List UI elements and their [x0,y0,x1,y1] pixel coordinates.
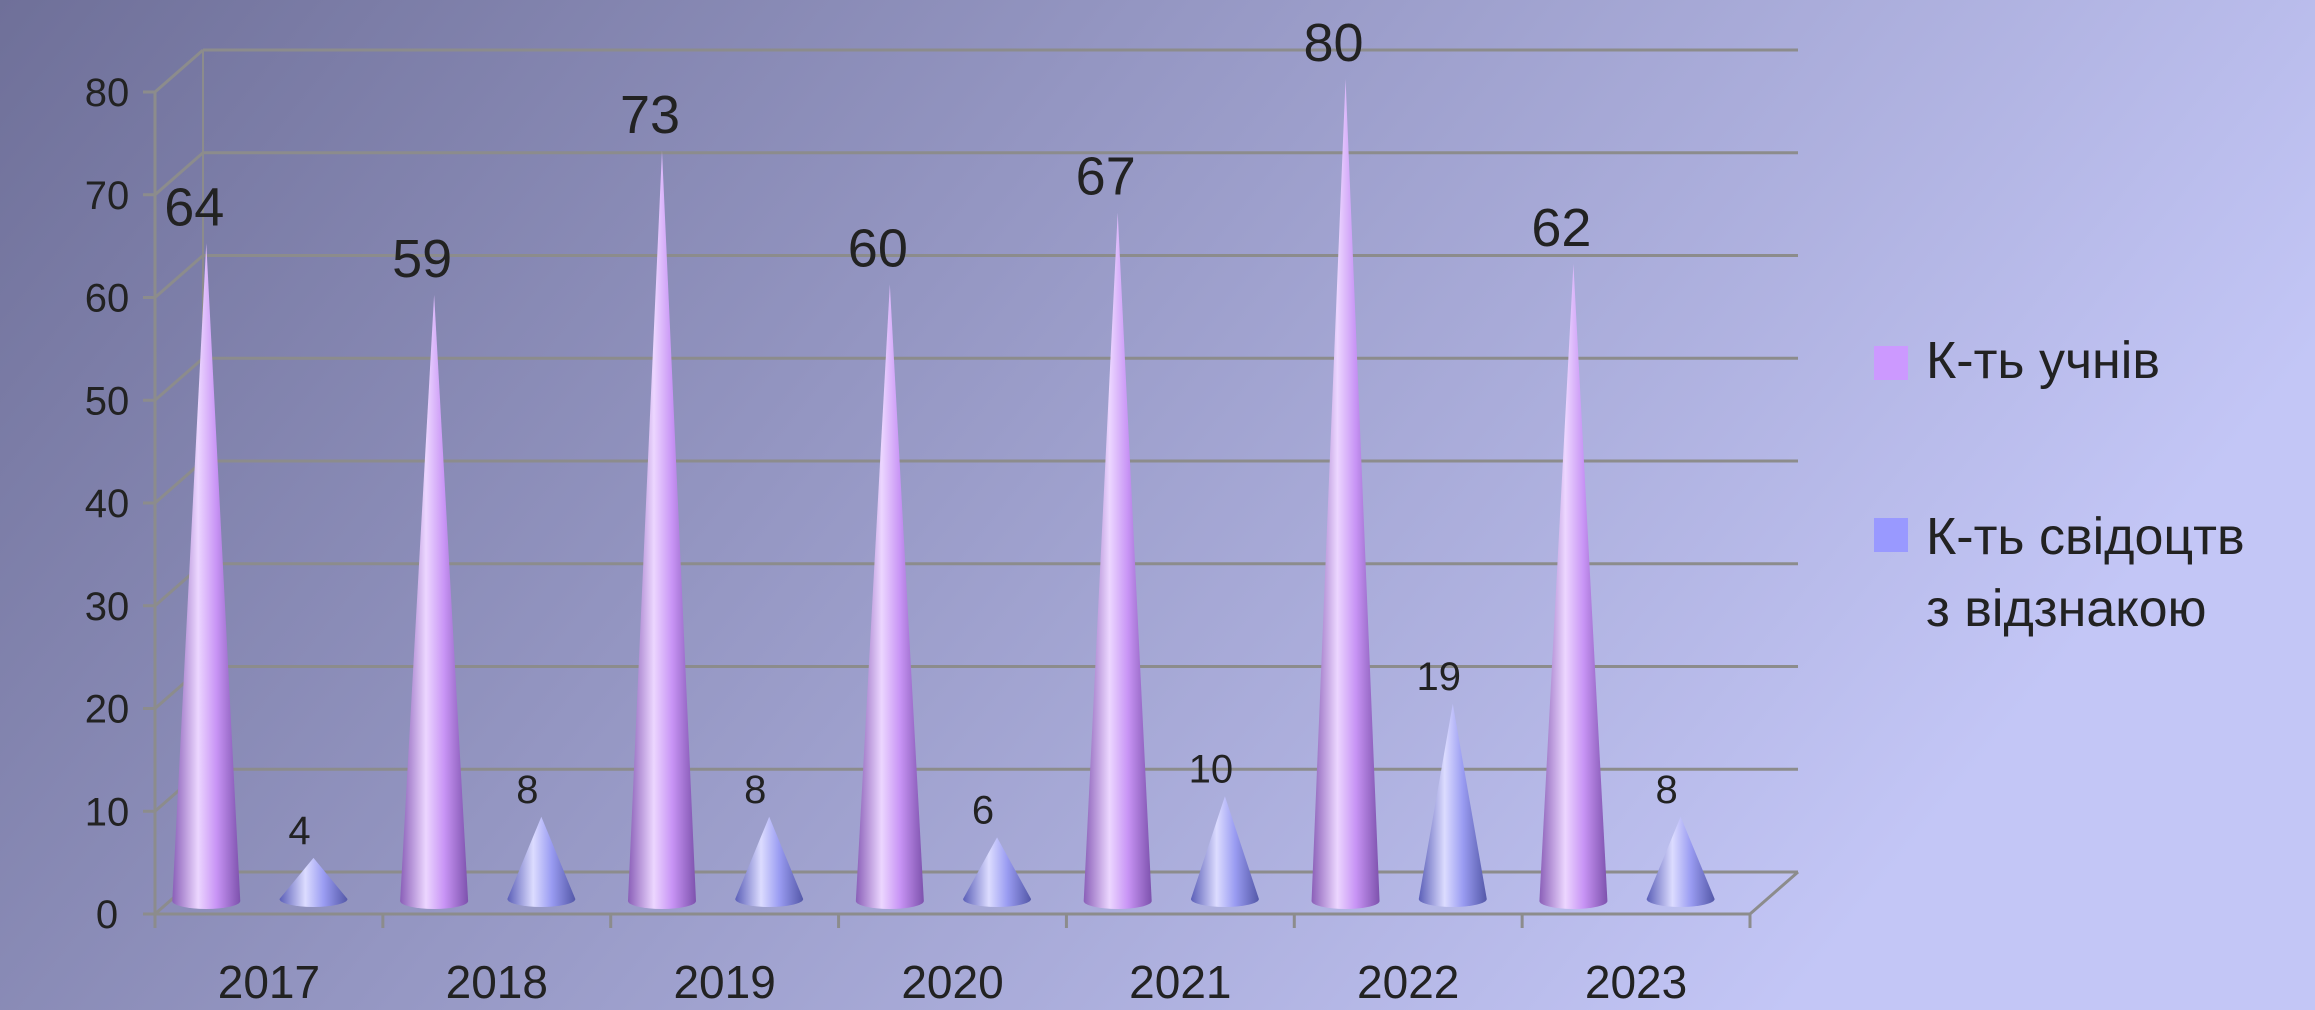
x-tick-label: 2021 [1129,956,1231,1008]
y-tick-label: 60 [85,277,130,321]
legend-label-students: К-ть учнів [1926,332,2160,390]
data-label: 19 [1417,655,1462,699]
legend-label-certificates-line-2: з відзнакою [1926,580,2207,638]
gridline-side-50 [154,357,204,402]
x-tick-label: 2019 [673,956,775,1008]
cone-body [1311,79,1380,909]
cone-body [855,284,924,909]
cone-students [1083,212,1152,909]
gridline-side-70 [154,151,204,196]
data-label: 64 [164,177,224,237]
legend-label-certificates: К-ть свідоцтв з відзнакою [1926,508,2259,638]
data-label: 10 [1189,747,1234,791]
y-tick-label: 50 [85,379,130,423]
cone-certificates [1646,816,1715,907]
cone-body [172,243,241,909]
legend: К-ть учнів К-ть свідоцтв з відзнакою [1874,332,2259,638]
floor-right-edge [1749,870,1799,916]
data-label: 80 [1304,13,1364,73]
data-label: 4 [288,809,310,853]
cone-certificates [279,857,348,907]
data-label: 60 [848,219,908,279]
x-tick-label: 2017 [218,956,320,1008]
cone-body [735,816,804,907]
y-tick-label: 30 [85,585,130,629]
data-label: 8 [1656,768,1678,812]
data-label: 6 [972,788,994,832]
cone-body [507,816,576,907]
data-label: 62 [1531,198,1591,258]
x-tick-label: 2023 [1585,956,1687,1008]
cone-students [855,284,924,909]
cone-certificates [507,816,576,907]
cone-students [172,243,241,909]
cone-body [400,294,469,909]
legend-swatch-students [1874,346,1908,380]
cone-students [627,150,696,910]
gridline-side-80 [154,48,204,94]
data-label: 59 [392,229,452,289]
y-tick-label: 40 [85,482,130,526]
y-tick-label: 0 [96,893,118,937]
cone-body [1190,796,1259,907]
data-label: 73 [620,85,680,145]
x-tick-label: 2018 [446,956,548,1008]
cone-students [1539,263,1608,909]
cone-certificates [1418,703,1487,907]
cone-body [279,857,348,907]
plot-area: 0 10 20 30 40 50 60 70 80 2017 64 4 2018 59 8 2019 73 8 20… [85,13,1799,1008]
cone-students [400,294,469,909]
data-label: 8 [744,768,766,812]
y-tick-label: 80 [85,71,130,115]
cone-certificates [735,816,804,907]
x-tick-label: 2022 [1357,956,1459,1008]
cone-body [963,837,1032,907]
cone-body [1083,212,1152,909]
x-tick-label: 2020 [901,956,1003,1008]
y-tick-label: 70 [85,174,130,218]
y-tick-label: 20 [85,688,130,732]
cone-students [1311,79,1380,909]
cone-body [1418,703,1487,907]
gridline-side-60 [154,254,204,299]
cone-body [1646,816,1715,907]
data-label: 8 [516,768,538,812]
cone-body [1539,263,1608,909]
cone-body [627,150,696,910]
legend-label-certificates-line-1: К-ть свідоцтв [1926,508,2245,566]
cone-certificates [1190,796,1259,907]
legend-swatch-certificates [1874,518,1908,552]
y-tick-label: 10 [85,790,130,834]
cone-certificates [963,837,1032,907]
data-label: 67 [1076,147,1136,207]
